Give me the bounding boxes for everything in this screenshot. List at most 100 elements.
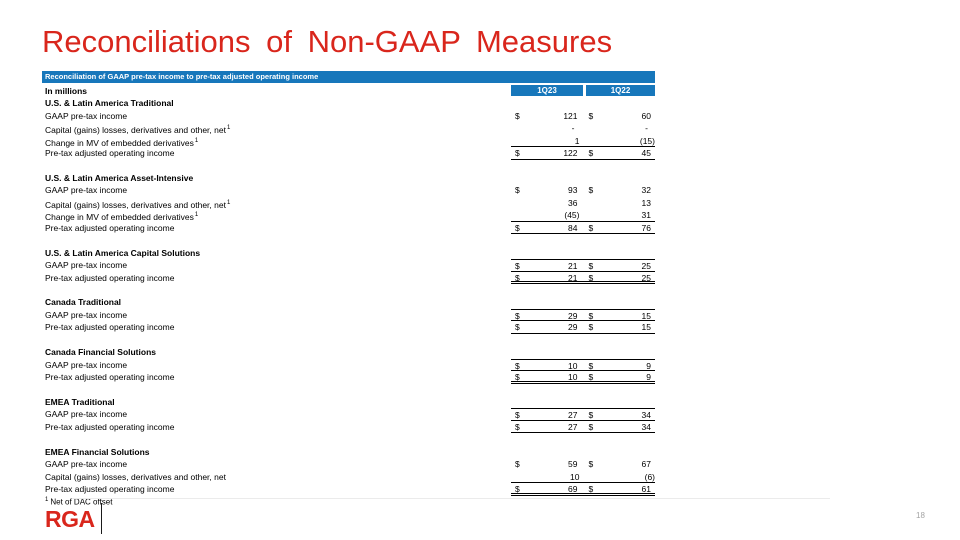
dollar-sign: $: [588, 410, 594, 421]
dollar-sign: $: [588, 185, 594, 196]
dollar-sign: $: [588, 310, 594, 321]
value-cell: -: [645, 123, 648, 133]
column-header-gap: [583, 85, 586, 96]
row-values: --: [511, 122, 655, 135]
dollar-sign: [587, 135, 603, 147]
dollar-sign: $: [515, 360, 520, 371]
value-cell: 21: [568, 272, 578, 283]
footer-divider-line: [72, 498, 830, 499]
table-row: Change in MV of embedded derivatives1 1 (1…: [42, 135, 655, 148]
page-title: Reconciliations of Non-GAAP Measures: [42, 24, 613, 59]
dollar-sign: $: [515, 110, 520, 121]
footnote-ref: 1: [226, 125, 231, 131]
value-cell: 84: [568, 222, 578, 233]
value-cell: 60: [641, 110, 651, 121]
value-cell: 31: [641, 210, 651, 221]
value-cell: (45): [564, 210, 580, 221]
value-cell: 76: [641, 222, 651, 233]
section-spacer: [42, 433, 655, 445]
value-cell: 29: [568, 310, 578, 321]
column-header-1q22: 1Q22: [586, 85, 655, 96]
table-row: Capital (gains) losses, derivatives and …: [42, 471, 655, 484]
dollar-sign: $: [515, 484, 520, 495]
row-label: GAAP pre-tax income: [45, 359, 128, 370]
dollar-sign: $: [515, 185, 520, 196]
footnote-text: Net of DAC offset: [50, 497, 113, 507]
dollar-sign: $: [588, 484, 594, 495]
dollar-sign: $: [588, 148, 594, 158]
section-header: EMEA Financial Solutions: [45, 446, 150, 457]
row-label: GAAP pre-tax income: [45, 409, 128, 420]
row-label: Pre-tax adjusted operating income: [45, 484, 175, 495]
value-cell: 45: [641, 148, 651, 158]
value-cell: 15: [641, 310, 651, 321]
footnote-ref: 1: [194, 137, 199, 144]
row-values: $59 $67: [511, 458, 655, 471]
row-label: Pre-tax adjusted operating income: [45, 222, 175, 233]
row-values: $29 $15: [511, 308, 655, 322]
footnote-ref: 1: [226, 199, 231, 206]
rga-logo: RGA: [45, 506, 95, 532]
value-cell: 10: [568, 360, 578, 371]
table-row: GAAP pre-tax income $59 $67: [42, 458, 655, 471]
table-row: GAAP pre-tax income $93 $32: [42, 184, 655, 197]
table-header-bar: Reconciliation of GAAP pre-tax income to…: [42, 71, 655, 83]
value-cell: -: [571, 123, 575, 133]
dollar-sign: $: [588, 272, 594, 283]
table-row: Capital (gains) losses, derivatives and …: [42, 122, 655, 135]
row-values: 1 (15): [511, 135, 655, 147]
dollar-sign: $: [515, 410, 520, 421]
table-row: GAAP pre-tax income $27 $34: [42, 408, 655, 421]
dollar-sign: $: [588, 459, 594, 470]
section-header: U.S. & Latin America Traditional: [45, 98, 174, 108]
reconciliation-table: Reconciliation of GAAP pre-tax income to…: [42, 71, 655, 510]
table-row: Change in MV of embedded derivatives1 (45…: [42, 209, 655, 222]
row-label: Capital (gains) losses, derivatives and …: [45, 199, 231, 210]
section-header: Canada Traditional: [45, 297, 122, 308]
dollar-sign: $: [588, 360, 594, 371]
dollar-sign: $: [588, 261, 594, 272]
value-cell: 9: [646, 372, 651, 383]
dollar-sign: [585, 197, 601, 210]
row-values: $122 $45: [511, 147, 655, 160]
section-header: U.S. & Latin America Capital Solutions: [45, 247, 201, 258]
table-row: Pre-tax adjusted operating income $84 $76: [42, 222, 655, 235]
value-cell: 27: [568, 421, 578, 432]
dollar-sign: $: [515, 421, 520, 432]
row-label: Change in MV of embedded derivatives1: [45, 137, 199, 148]
dollar-sign: [583, 209, 599, 221]
table-row: GAAP pre-tax income $121 $60: [42, 110, 655, 123]
value-cell: 10: [568, 372, 578, 383]
value-cell: 32: [641, 185, 651, 196]
section-spacer: [42, 284, 655, 296]
value-cell: (15): [639, 135, 655, 146]
value-cell: 34: [641, 421, 651, 432]
row-label: Pre-tax adjusted operating income: [45, 322, 175, 333]
dollar-sign: [511, 197, 527, 210]
value-cell: 9: [646, 360, 651, 371]
row-label: Change in MV of embedded derivatives1: [45, 212, 199, 223]
value-cell: 122: [563, 148, 578, 158]
row-values: $29 $15: [511, 321, 655, 334]
dollar-sign: $: [588, 110, 594, 121]
value-cell: 93: [568, 185, 578, 196]
row-label: Capital (gains) losses, derivatives and …: [45, 471, 226, 482]
value-cell: (6): [644, 471, 655, 482]
row-label: Pre-tax adjusted operating income: [45, 148, 175, 158]
dollar-sign: $: [515, 322, 520, 333]
section-header: Canada Financial Solutions: [45, 347, 156, 358]
row-values: $10 $9: [511, 358, 655, 372]
table-row: Pre-tax adjusted operating income $21 $25: [42, 272, 655, 285]
dollar-sign: [511, 122, 527, 135]
row-label: GAAP pre-tax income: [45, 309, 128, 320]
section-spacer: [42, 234, 655, 246]
value-cell: 25: [641, 272, 651, 283]
dollar-sign: [511, 471, 527, 483]
row-label: Pre-tax adjusted operating income: [45, 421, 175, 432]
page-number: 18: [916, 511, 925, 520]
section-spacer: [42, 334, 655, 346]
footnote-marker: 1: [45, 496, 49, 503]
table-row: Pre-tax adjusted operating income $122 $45: [42, 147, 655, 160]
table-row: Pre-tax adjusted operating income $29 $15: [42, 321, 655, 334]
row-label: GAAP pre-tax income: [45, 110, 128, 121]
